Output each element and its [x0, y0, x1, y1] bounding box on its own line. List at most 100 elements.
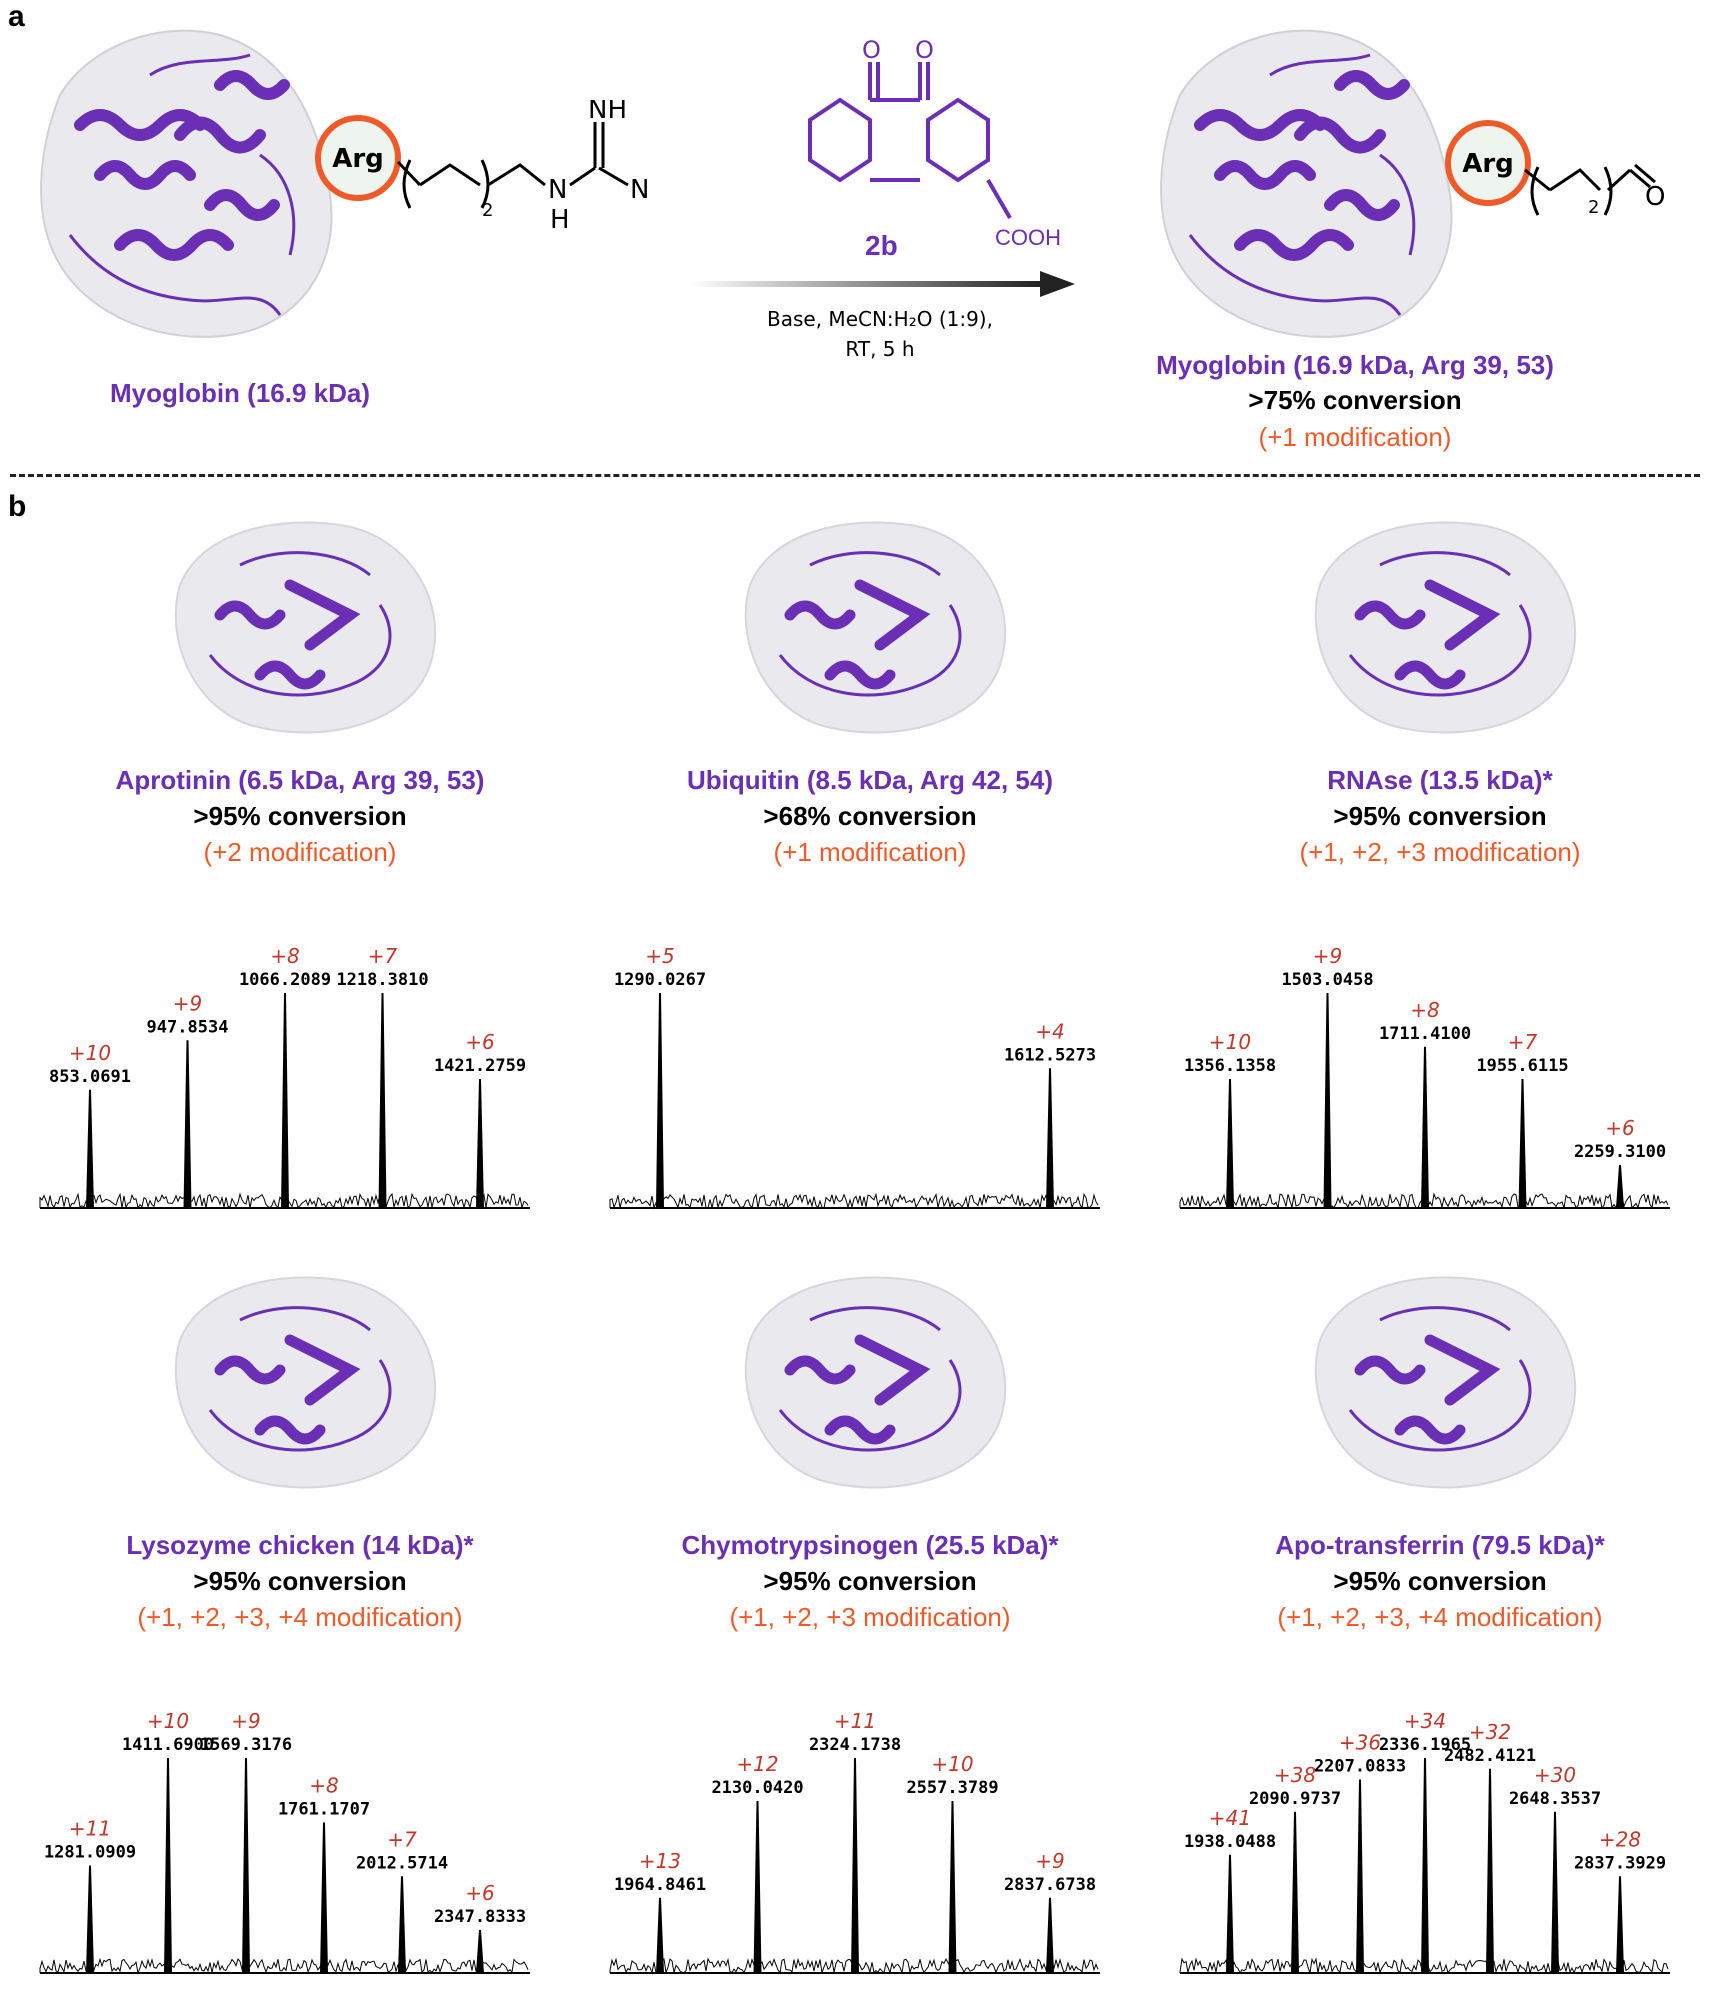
starting-protein-label: Myoglobin (16.9 kDa)	[109, 378, 371, 408]
peak-charge-label: +9	[173, 991, 202, 1015]
peak-mz-label: 1411.6900	[122, 1735, 214, 1755]
svg-text:NH: NH	[630, 175, 650, 205]
peak-charge-label: +4	[1035, 1019, 1064, 1043]
peak-mz-label: 1711.4100	[1379, 1024, 1471, 1044]
peak-charge-label: +5	[645, 944, 674, 968]
spectrum-peak	[183, 1040, 192, 1209]
svg-text:Arg: Arg	[1462, 149, 1514, 179]
peak-mz-label: 853.0691	[49, 1067, 131, 1087]
product-conversion-label: >75% conversion	[1248, 385, 1462, 415]
peak-charge-label: +6	[465, 1881, 494, 1905]
peak-charge-label: +32	[1469, 1720, 1511, 1744]
peak-mz-label: 2837.3929	[1574, 1853, 1666, 1873]
spectrum-peak	[280, 992, 290, 1209]
peak-charge-label: +34	[1404, 1709, 1446, 1733]
svg-text:Arg: Arg	[332, 144, 384, 174]
peak-mz-label: 2207.0833	[1314, 1757, 1406, 1777]
peak-mz-label: 1612.5273	[1004, 1045, 1096, 1065]
spectrum-peak	[163, 1757, 173, 1974]
modification-label: (+1, +2, +3, +4 modification)	[1277, 1602, 1603, 1632]
peak-mz-label: 1938.0488	[1184, 1832, 1276, 1852]
mass-spectrum: 1938.0488+412090.9737+382207.0833+362336…	[1179, 1709, 1670, 1975]
modification-label: (+1 modification)	[773, 837, 967, 867]
peak-mz-label: 1421.2759	[434, 1056, 526, 1076]
product-modification-label: (+1 modification)	[1258, 422, 1452, 452]
spectrum-peak	[378, 992, 387, 1209]
peak-mz-label: 2012.5714	[356, 1853, 448, 1873]
svg-text:O: O	[862, 40, 881, 64]
peak-charge-label: +7	[1508, 1030, 1538, 1054]
peak-mz-label: 1955.6115	[1476, 1056, 1568, 1076]
peak-mz-label: 2336.1965	[1379, 1735, 1471, 1755]
peak-charge-label: +7	[387, 1827, 417, 1851]
peak-charge-label: +8	[270, 944, 299, 968]
reagent-group-label: COOH	[995, 225, 1061, 250]
spectrum-peak	[850, 1757, 860, 1974]
mass-spectrum: 1964.8461+13 2130.0420+12 2324.1738+11 2557…	[609, 1709, 1100, 1975]
protein-structure-icon	[1314, 521, 1577, 734]
spectrum-peak	[1045, 1068, 1055, 1209]
spectrum-peak	[397, 1876, 407, 1974]
mass-spectrum: 1290.0267+5 1612.5273+4	[609, 944, 1100, 1210]
peak-charge-label: +10	[147, 1709, 189, 1733]
spectrum-peak	[1485, 1768, 1495, 1974]
peak-mz-label: 947.8534	[147, 1017, 229, 1037]
spectrum-peak	[475, 1929, 485, 1974]
protein-name-label: Aprotinin (6.5 kDa, Arg 39, 53)	[115, 765, 485, 795]
peak-charge-label: +10	[69, 1041, 111, 1065]
spectrum-peak	[1550, 1811, 1560, 1974]
peak-charge-label: +9	[231, 1709, 260, 1733]
spectrum-peak	[319, 1822, 329, 1974]
peak-charge-label: +7	[368, 944, 398, 968]
peak-mz-label: 2324.1738	[809, 1735, 901, 1755]
modification-label: (+2 modification)	[203, 837, 397, 867]
conversion-label: >95% conversion	[763, 1566, 977, 1596]
peak-charge-label: +8	[309, 1774, 338, 1798]
spectrum-noise	[39, 1957, 529, 1975]
spectrum-peak	[655, 1897, 665, 1974]
svg-text:N: N	[548, 175, 567, 205]
protein-structure-icon	[744, 521, 1007, 734]
peak-mz-label: 1503.0458	[1281, 970, 1373, 990]
mass-spectrum: 853.0691+10 947.8534+9 1066.2089+8 1218.381…	[39, 944, 530, 1210]
svg-text:O: O	[915, 40, 934, 64]
spectrum-peak	[241, 1757, 251, 1974]
modified-arg-structure: Arg 2 O	[1445, 120, 1665, 218]
peak-charge-label: +12	[736, 1752, 778, 1776]
svg-text:H: H	[550, 205, 570, 235]
peak-charge-label: +6	[465, 1030, 494, 1054]
spectrum-peak	[753, 1800, 762, 1974]
peak-mz-label: 2130.0420	[711, 1778, 803, 1798]
modification-label: (+1, +2, +3, +4 modification)	[137, 1602, 463, 1632]
svg-text:2: 2	[1588, 197, 1599, 218]
peak-charge-label: +11	[69, 1817, 111, 1841]
reagent-name-label: 2b	[865, 230, 898, 261]
spectrum-noise	[609, 1192, 1099, 1210]
protein-name-label: Ubiquitin (8.5 kDa, Arg 42, 54)	[686, 765, 1053, 795]
peak-charge-label: +38	[1274, 1763, 1316, 1787]
myoglobin-product-structure-icon	[1160, 29, 1453, 338]
spectrum-peak	[1615, 1876, 1625, 1974]
protein-name-label: Lysozyme chicken (14 kDa)*	[126, 1530, 474, 1560]
peak-mz-label: 1218.3810	[336, 970, 428, 990]
protein-structure-icon	[174, 1276, 437, 1489]
reaction-conditions-line1: Base, MeCN:H₂O (1:9),	[767, 307, 993, 331]
spectrum-peak	[1290, 1811, 1300, 1974]
reaction-arrow-icon	[690, 271, 1075, 297]
spectrum-peak	[1225, 1854, 1235, 1974]
peak-charge-label: +6	[1605, 1116, 1634, 1140]
peak-mz-label: 2347.8333	[434, 1907, 526, 1927]
protein-name-label: Chymotrypsinogen (25.5 kDa)*	[681, 1530, 1059, 1560]
peak-charge-label: +30	[1534, 1763, 1576, 1787]
peak-mz-label: 2482.4121	[1444, 1746, 1536, 1766]
svg-text:NH: NH	[588, 100, 627, 125]
reaction-conditions-line2: RT, 5 h	[845, 337, 915, 361]
peak-charge-label: +9	[1035, 1849, 1064, 1873]
peak-mz-label: 1356.1358	[1184, 1056, 1276, 1076]
peak-mz-label: 1569.3176	[200, 1735, 292, 1755]
peak-mz-label: 1281.0909	[44, 1843, 136, 1863]
mass-spectrum: 1281.0909+11 1411.6900+10 1569.3176+9 1761.…	[39, 1709, 530, 1975]
peak-mz-label: 1066.2089	[239, 970, 331, 990]
peak-mz-label: 2259.3100	[1574, 1142, 1666, 1162]
conversion-label: >95% conversion	[193, 801, 407, 831]
